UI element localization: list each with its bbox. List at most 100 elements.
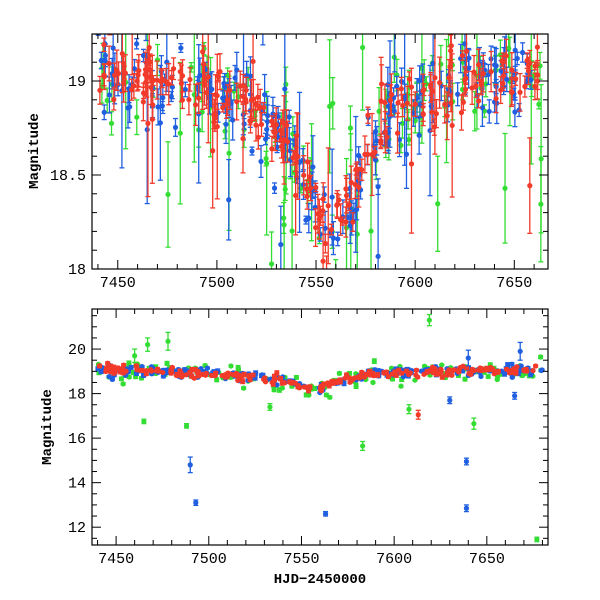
bottom-data-point bbox=[274, 370, 280, 376]
bottom-data-point bbox=[398, 370, 405, 376]
top-data-point bbox=[107, 34, 113, 36]
bottom-outlier-point bbox=[463, 457, 470, 466]
bottom-data-point bbox=[250, 372, 256, 378]
top-data-point bbox=[428, 71, 434, 103]
bottom-x-axis-title: HJD−2450000 bbox=[274, 572, 366, 588]
top-data-point bbox=[334, 192, 340, 218]
bottom-data-point bbox=[509, 361, 515, 367]
top-data-point bbox=[134, 38, 140, 50]
bottom-data-point bbox=[490, 366, 496, 372]
top-data-point bbox=[205, 34, 211, 144]
top-data-point bbox=[304, 179, 310, 199]
top-data-point bbox=[535, 59, 541, 91]
bottom-data-point bbox=[143, 368, 149, 374]
bottom-data-point bbox=[533, 363, 539, 369]
top-data-point bbox=[135, 61, 141, 88]
bottom-data-point bbox=[413, 367, 420, 373]
bottom-data-point bbox=[462, 376, 468, 382]
bottom-data-point bbox=[271, 387, 277, 393]
top-data-point bbox=[528, 69, 534, 90]
y-tick-label: 14 bbox=[68, 476, 86, 493]
bottom-outlier-point bbox=[183, 423, 190, 429]
top-data-point bbox=[522, 75, 528, 98]
top-data-point bbox=[500, 75, 506, 92]
bottom-data-point bbox=[279, 380, 285, 386]
bottom-data-point bbox=[227, 371, 233, 377]
top-data-point bbox=[240, 103, 246, 174]
bottom-data-point bbox=[370, 379, 376, 386]
top-data-point bbox=[114, 49, 120, 91]
bottom-data-point bbox=[439, 374, 445, 380]
bottom-outlier-point bbox=[322, 510, 329, 517]
bottom-outlier-point bbox=[534, 536, 540, 543]
top-data-point bbox=[335, 231, 341, 247]
top-data-point bbox=[444, 91, 450, 141]
bottom-data-point bbox=[262, 379, 269, 385]
top-data-point bbox=[350, 212, 356, 233]
top-data-point bbox=[145, 49, 151, 198]
bottom-data-point bbox=[128, 364, 134, 371]
bottom-panel-tick-labels: 7450 7500 7550 7600 7650 12 14 16 18 20 bbox=[68, 342, 505, 568]
bottom-data-point bbox=[293, 374, 300, 381]
top-y-axis-title: Magnitude bbox=[27, 113, 43, 189]
top-data-point bbox=[524, 52, 530, 69]
bottom-data-point bbox=[327, 394, 333, 400]
bottom-data-point bbox=[204, 365, 211, 371]
top-data-point bbox=[168, 90, 174, 103]
bottom-outlier-point bbox=[465, 349, 471, 367]
top-data-point bbox=[106, 45, 112, 82]
top-data-point bbox=[420, 105, 426, 122]
bottom-panel: 7450 7500 7550 7600 7650 12 14 16 18 20 Magnitude… bbox=[40, 308, 549, 588]
top-data-point bbox=[227, 70, 233, 111]
top-data-point bbox=[172, 117, 179, 137]
bottom-data-point bbox=[277, 376, 283, 382]
bottom-panel-data-layer bbox=[95, 313, 545, 543]
top-data-point bbox=[269, 135, 275, 162]
bottom-outlier-point bbox=[406, 404, 412, 415]
top-data-point bbox=[290, 149, 296, 166]
top-data-point bbox=[304, 142, 311, 182]
bottom-data-point bbox=[438, 368, 444, 375]
bottom-outlier-point bbox=[267, 402, 273, 411]
top-data-point bbox=[212, 74, 219, 116]
top-panel-frame bbox=[91, 33, 549, 270]
top-data-point bbox=[165, 141, 171, 248]
bottom-outlier-point bbox=[187, 456, 193, 474]
bottom-data-point bbox=[214, 377, 220, 383]
top-data-point bbox=[353, 163, 359, 176]
top-data-point bbox=[112, 62, 118, 88]
top-data-point bbox=[343, 175, 349, 203]
y-tick-label: 18 bbox=[68, 387, 86, 404]
x-tick-label: 7600 bbox=[376, 551, 412, 568]
top-data-point bbox=[177, 62, 183, 81]
top-data-point bbox=[134, 99, 140, 136]
top-data-point bbox=[258, 144, 264, 179]
bottom-data-point bbox=[219, 372, 225, 379]
bottom-data-point bbox=[469, 366, 475, 372]
top-data-point bbox=[325, 147, 331, 265]
top-panel-data-layer bbox=[95, 34, 544, 269]
top-data-point bbox=[513, 71, 519, 86]
top-data-point bbox=[143, 68, 149, 97]
bottom-data-point bbox=[530, 368, 536, 374]
bottom-data-point bbox=[117, 369, 124, 375]
top-data-point bbox=[365, 143, 371, 166]
bottom-data-point bbox=[233, 370, 239, 376]
top-data-point bbox=[242, 86, 249, 112]
top-data-point bbox=[308, 174, 314, 202]
top-data-point bbox=[211, 114, 217, 130]
bottom-data-point bbox=[381, 369, 387, 376]
top-data-point bbox=[129, 34, 135, 76]
bottom-data-point bbox=[433, 371, 439, 377]
top-data-point bbox=[382, 111, 388, 154]
top-data-point bbox=[328, 223, 335, 236]
bottom-data-point bbox=[174, 371, 180, 378]
bottom-data-point bbox=[398, 383, 404, 389]
top-data-point bbox=[493, 83, 499, 114]
top-data-point bbox=[449, 53, 455, 198]
top-data-point bbox=[527, 137, 533, 235]
bottom-data-point bbox=[177, 368, 183, 374]
top-data-point bbox=[538, 84, 544, 234]
top-data-point bbox=[448, 93, 454, 113]
top-data-point bbox=[455, 82, 461, 107]
